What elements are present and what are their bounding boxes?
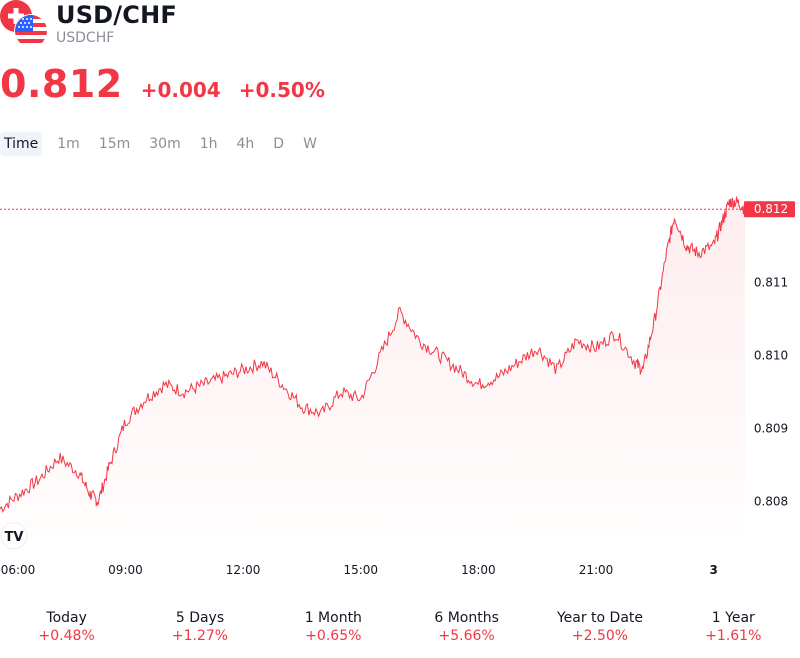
stat-value: +1.61% bbox=[705, 628, 762, 644]
symbol-ticker: USDCHF bbox=[56, 30, 115, 46]
stat-value: +2.50% bbox=[571, 628, 629, 644]
x-tick-label: 21:00 bbox=[579, 563, 614, 577]
y-tick-label: 0.809 bbox=[754, 421, 788, 435]
tab-1h[interactable]: 1h bbox=[199, 136, 218, 152]
stat-value: +0.65% bbox=[305, 628, 362, 644]
tab-4h[interactable]: 4h bbox=[236, 136, 255, 152]
x-axis: 06:00 09:00 12:00 15:00 18:00 21:00 3 bbox=[1, 563, 718, 577]
svg-text:TV: TV bbox=[5, 530, 24, 545]
stat-today[interactable]: Today +0.48% bbox=[0, 610, 133, 644]
price-area-fill bbox=[0, 196, 745, 538]
stat-label: 1 Month bbox=[304, 610, 362, 626]
stat-value: +5.66% bbox=[438, 628, 495, 644]
stat-5-days[interactable]: 5 Days +1.27% bbox=[133, 610, 266, 644]
x-tick-label: 12:00 bbox=[226, 563, 261, 577]
price-row: 0.812 +0.004 +0.50% bbox=[0, 62, 325, 106]
price-change: +0.004 bbox=[140, 78, 221, 102]
tab-1m[interactable]: 1m bbox=[57, 136, 80, 152]
stat-label: Year to Date bbox=[556, 610, 643, 626]
stat-1-year[interactable]: 1 Year +1.61% bbox=[667, 610, 800, 644]
tradingview-logo-icon[interactable]: TV bbox=[0, 522, 28, 550]
x-tick-label: 18:00 bbox=[461, 563, 496, 577]
tab-30m[interactable]: 30m bbox=[149, 136, 181, 152]
timeframe-tabs: Time 1m 15m 30m 1h 4h D W bbox=[0, 132, 332, 156]
stat-6-months[interactable]: 6 Months +5.66% bbox=[400, 610, 533, 644]
price-line bbox=[0, 196, 746, 514]
performance-stats: Today +0.48% 5 Days +1.27% 1 Month +0.65… bbox=[0, 610, 800, 644]
price-chart[interactable]: 0.812 0.808 0.809 0.810 0.811 06:00 09:0… bbox=[0, 160, 800, 590]
x-tick-label: 15:00 bbox=[343, 563, 378, 577]
tab-time[interactable]: Time bbox=[0, 132, 43, 156]
currency-flags bbox=[0, 0, 50, 50]
price-change-percent: +0.50% bbox=[238, 78, 325, 102]
us-flag-icon bbox=[15, 15, 47, 47]
last-price-tag: 0.812 bbox=[744, 201, 795, 218]
stat-label: 1 Year bbox=[711, 610, 755, 626]
y-tick-label: 0.811 bbox=[754, 275, 788, 289]
stat-label: 6 Months bbox=[434, 610, 499, 626]
last-price-tag-label: 0.812 bbox=[754, 202, 788, 216]
stat-value: +1.27% bbox=[171, 628, 229, 644]
y-axis: 0.808 0.809 0.810 0.811 bbox=[754, 275, 788, 508]
stat-1-month[interactable]: 1 Month +0.65% bbox=[267, 610, 400, 644]
last-price: 0.812 bbox=[0, 62, 123, 106]
x-tick-label: 3 bbox=[709, 563, 717, 577]
symbol-title: USD/CHF bbox=[56, 1, 177, 29]
stat-label: 5 Days bbox=[175, 610, 225, 626]
y-tick-label: 0.808 bbox=[754, 494, 788, 508]
x-tick-label: 09:00 bbox=[108, 563, 143, 577]
y-tick-label: 0.810 bbox=[754, 348, 788, 362]
tab-15m[interactable]: 15m bbox=[98, 136, 131, 152]
stat-year-to-date[interactable]: Year to Date +2.50% bbox=[533, 610, 666, 644]
stat-label: Today bbox=[46, 610, 87, 626]
stat-value: +0.48% bbox=[38, 628, 95, 644]
x-tick-label: 06:00 bbox=[1, 563, 36, 577]
tab-w[interactable]: W bbox=[303, 136, 317, 152]
tab-d[interactable]: D bbox=[273, 136, 285, 152]
